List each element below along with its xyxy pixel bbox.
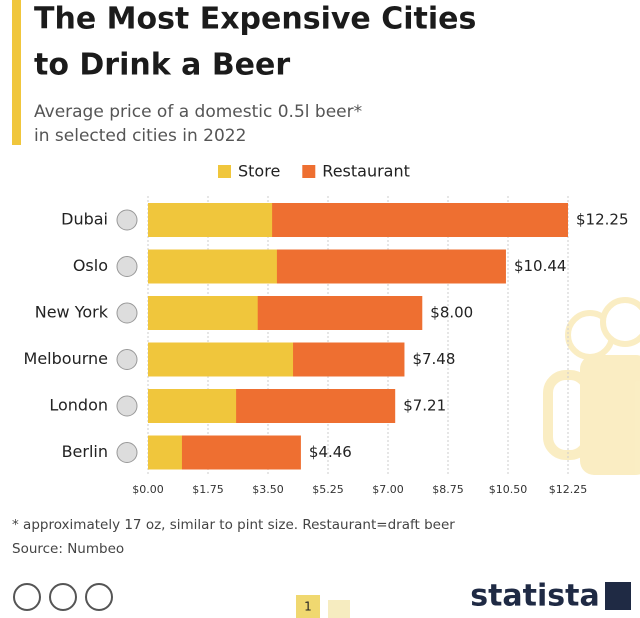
value-label: $12.25 (576, 211, 629, 229)
y-tick-label: London (49, 396, 108, 415)
x-tick-label: $1.75 (192, 483, 224, 496)
value-label: $10.44 (514, 257, 567, 275)
beer-mug (543, 297, 640, 475)
page-number: 1 (304, 600, 312, 614)
y-tick-label: Oslo (73, 256, 108, 275)
bar (148, 435, 182, 470)
y-tick-label: New York (35, 303, 109, 322)
x-tick-label: $12.25 (549, 483, 588, 496)
x-tick-label: $5.25 (312, 483, 344, 496)
value-label: $7.21 (403, 397, 446, 415)
bar (148, 296, 258, 330)
legend-swatch (218, 165, 231, 178)
chart-title: to Drink a Beer (34, 48, 290, 83)
bar (148, 342, 294, 377)
bar (148, 249, 277, 284)
x-tick-label: $3.50 (252, 483, 284, 496)
x-tick-label: $0.00 (132, 483, 164, 496)
x-tick-label: $7.00 (372, 483, 404, 496)
flag-icon (116, 395, 138, 417)
brand-icon (605, 582, 631, 610)
flag-icon (116, 349, 138, 370)
brand: statista (470, 579, 600, 614)
legend-label: Store (238, 162, 280, 181)
legend-label: Restaurant (322, 162, 410, 181)
footnote: * approximately 17 oz, similar to pint s… (12, 517, 455, 533)
chart-title: The Most Expensive Cities (34, 2, 476, 37)
x-tick-label: $8.75 (432, 483, 464, 496)
bar (148, 389, 237, 423)
value-label: $7.48 (412, 350, 455, 368)
subtitle: Average price of a domestic 0.5l beer* (34, 102, 362, 122)
source: Source: Numbeo (12, 541, 124, 557)
y-tick-label: Berlin (62, 442, 108, 461)
flag-icon (116, 256, 138, 277)
legend-swatch (302, 165, 316, 178)
flag-icon (116, 209, 138, 231)
page-indicator[interactable] (296, 595, 320, 618)
bar (148, 203, 273, 237)
y-tick-label: Melbourne (24, 349, 108, 368)
x-tick-label: $10.50 (489, 483, 528, 496)
license-icons (13, 583, 113, 611)
flag-icon (116, 442, 138, 463)
page-indicator[interactable] (328, 600, 350, 618)
value-label: $8.00 (430, 304, 473, 322)
flag-icon (116, 302, 138, 324)
value-label: $4.46 (309, 443, 352, 461)
y-tick-label: Dubai (61, 210, 108, 229)
accent-bar (12, 0, 21, 145)
subtitle: in selected cities in 2022 (34, 126, 246, 146)
